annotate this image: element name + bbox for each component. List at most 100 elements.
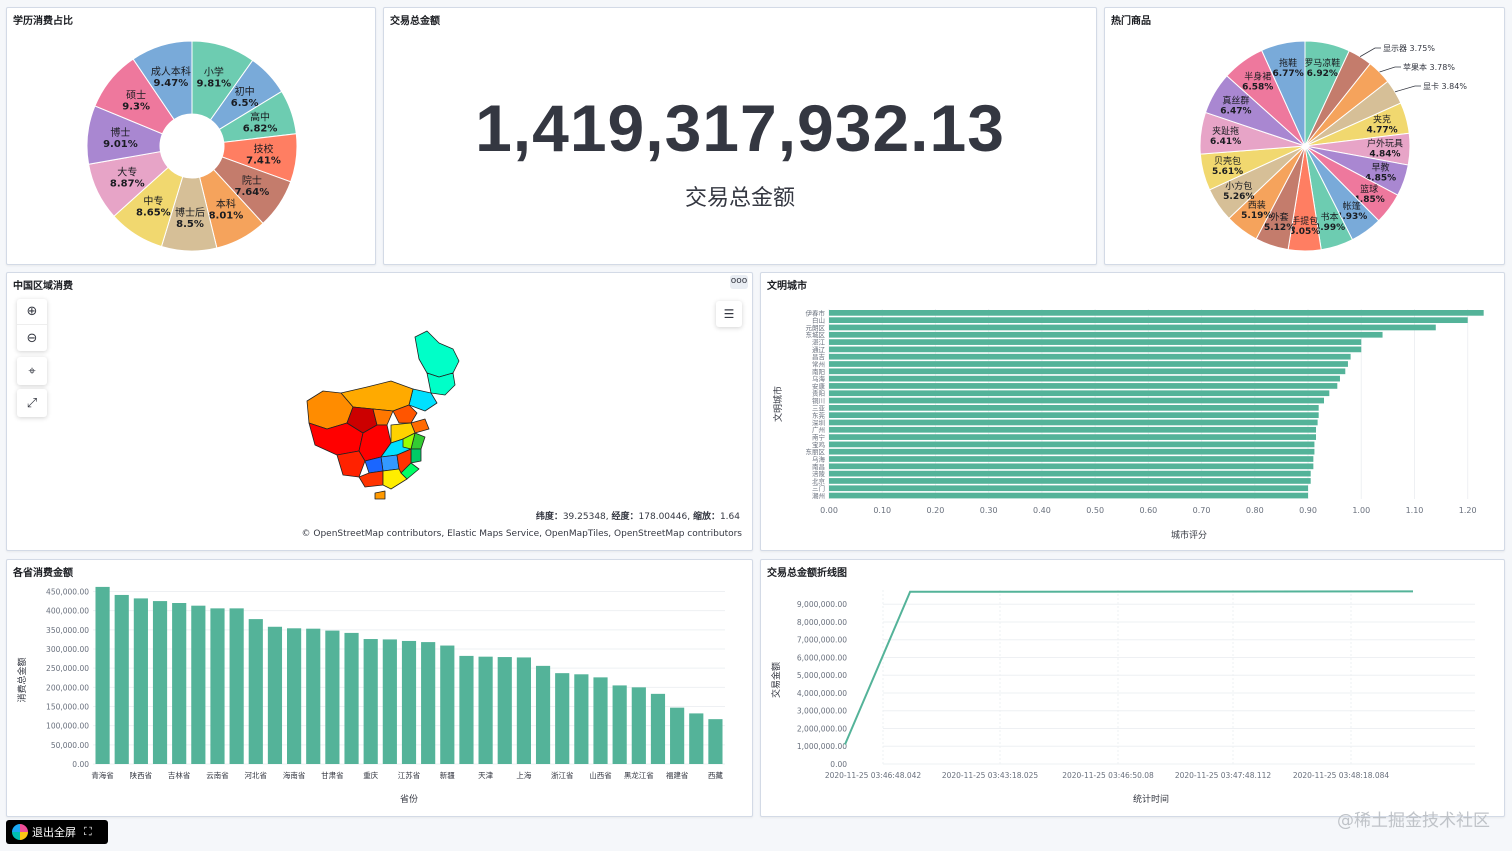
bar[interactable]	[344, 632, 359, 764]
layer-control-icon[interactable]: ☰	[716, 301, 742, 327]
bar[interactable]	[631, 687, 646, 764]
bar[interactable]	[829, 368, 1346, 375]
bar[interactable]	[267, 626, 283, 764]
bar[interactable]	[829, 353, 1351, 360]
bar[interactable]	[829, 419, 1318, 426]
bar[interactable]	[593, 677, 608, 764]
zoom-out-icon[interactable]: ⊖	[26, 330, 38, 346]
bar[interactable]	[287, 628, 302, 764]
bar[interactable]	[829, 412, 1319, 419]
slice-label: 半身裙	[1244, 70, 1271, 82]
bar[interactable]	[210, 608, 225, 764]
panel-title: 交易总金额	[390, 16, 440, 27]
bar[interactable]	[829, 405, 1319, 411]
bar[interactable]	[829, 397, 1324, 404]
bar[interactable]	[829, 339, 1362, 345]
x-tick-label: 重庆	[363, 770, 378, 780]
bar[interactable]	[478, 656, 493, 764]
x-tick-label: 陕西省	[130, 770, 153, 780]
exit-fullscreen-button[interactable]: 退出全屏 ⛶	[6, 820, 108, 844]
bar[interactable]	[95, 586, 110, 764]
bar[interactable]	[829, 470, 1311, 477]
bar[interactable]	[829, 426, 1317, 433]
y-tick-label: 通辽	[812, 345, 826, 354]
bar[interactable]	[689, 713, 704, 764]
bar[interactable]	[829, 317, 1468, 324]
bar[interactable]	[829, 478, 1311, 484]
y-tick-label: 200,000.00	[46, 683, 89, 692]
bar[interactable]	[248, 619, 263, 764]
bar[interactable]	[829, 390, 1330, 397]
bar[interactable]	[401, 640, 417, 764]
bar[interactable]	[440, 645, 455, 764]
civil-city-bar-chart[interactable]: 0.00 0.10 0.20 0.30 0.40 0.50 0.60 0.70 0.80 0.90…	[761, 273, 1505, 551]
leader-line	[1379, 66, 1401, 73]
bar[interactable]	[829, 310, 1484, 316]
x-tick-label: 0.80	[1246, 506, 1264, 515]
bar[interactable]	[382, 639, 397, 764]
bar[interactable]	[191, 605, 206, 764]
bar[interactable]	[829, 456, 1314, 462]
y-tick-label: 贵阳	[812, 389, 825, 398]
slice-value: 6.77%	[1272, 69, 1303, 79]
map-attribution[interactable]: © OpenStreetMap contributors, Elastic Ma…	[301, 529, 742, 539]
slice-label: 手提包	[1291, 215, 1318, 227]
bar[interactable]	[829, 375, 1340, 382]
locate-icon[interactable]: ⌖	[17, 357, 47, 385]
pie-slice[interactable]	[1261, 40, 1306, 147]
slice-label: 户外玩具	[1367, 137, 1403, 149]
zoom-in-icon[interactable]: ⊕	[17, 299, 47, 325]
bar[interactable]	[363, 639, 378, 764]
bar[interactable]	[535, 665, 551, 764]
bar[interactable]	[325, 630, 340, 764]
bar[interactable]	[497, 657, 512, 764]
bar[interactable]	[516, 657, 531, 764]
education-pie-chart[interactable]: 小学9.81% 初中6.5% 高中6.82% 技校7.41% 院士7.64%本科8.01…	[7, 8, 376, 265]
pie-slice[interactable]	[132, 40, 193, 121]
slice-value: 8.5%	[176, 219, 204, 230]
y-tick-label: 东莞	[812, 411, 826, 420]
slice-value: 5.26%	[1223, 192, 1254, 202]
x-tick-label: 西藏	[708, 770, 723, 780]
province-bar-chart[interactable]: 0.00 50,000.00 100,000.00 150,000.00 200,000…	[7, 560, 753, 817]
bar[interactable]	[670, 707, 685, 764]
bar[interactable]	[555, 673, 570, 764]
amount-line-chart[interactable]: 0.00 1,000,000.00 2,000,000.00 3,000,000.00…	[761, 560, 1505, 817]
bar[interactable]	[114, 594, 129, 764]
bar[interactable]	[229, 608, 244, 764]
bar[interactable]	[574, 674, 589, 764]
bar[interactable]	[612, 685, 627, 764]
slice-value: 4.99%	[1314, 223, 1345, 233]
y-tick-label: 0.00	[830, 760, 847, 769]
bar[interactable]	[829, 485, 1309, 492]
x-tick-label: 0.90	[1299, 506, 1317, 515]
bar[interactable]	[829, 448, 1315, 455]
bar[interactable]	[650, 693, 666, 764]
bar[interactable]	[829, 346, 1362, 353]
x-tick-label: 河北省	[245, 770, 268, 780]
fullscreen-icon[interactable]: ⤢	[17, 389, 47, 417]
bar[interactable]	[421, 642, 436, 764]
bar[interactable]	[829, 331, 1383, 338]
china-region-map[interactable]	[7, 273, 753, 551]
region-hunan	[380, 454, 400, 472]
panel-options-button[interactable]: ooo	[730, 275, 748, 289]
bar[interactable]	[829, 361, 1348, 367]
slice-value: 6.92%	[1307, 69, 1338, 79]
bar[interactable]	[829, 492, 1309, 499]
bar[interactable]	[708, 719, 723, 764]
bar[interactable]	[829, 324, 1436, 331]
bar[interactable]	[133, 598, 148, 764]
bar[interactable]	[306, 628, 321, 764]
bar[interactable]	[829, 441, 1315, 448]
region-fujian	[400, 462, 420, 480]
bar[interactable]	[829, 463, 1314, 470]
bar[interactable]	[829, 434, 1317, 440]
series-line[interactable]	[844, 590, 1414, 745]
slice-value: 4.85%	[1365, 173, 1396, 183]
bar[interactable]	[152, 601, 168, 764]
bar[interactable]	[459, 655, 474, 764]
bar[interactable]	[829, 383, 1338, 389]
bar[interactable]	[172, 603, 187, 764]
